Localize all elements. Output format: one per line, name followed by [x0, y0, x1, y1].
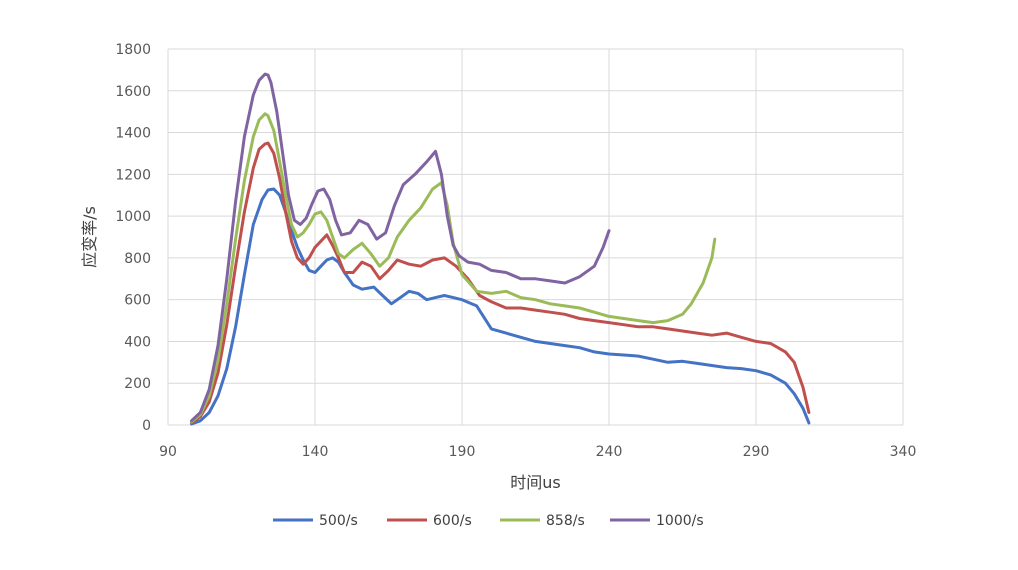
y-tick-label: 1800 [115, 42, 151, 58]
legend-label-3: 1000/s [656, 513, 704, 529]
y-tick-label: 200 [124, 376, 151, 392]
y-tick-label: 1200 [115, 167, 151, 183]
y-axis-title: 应变率/s [80, 206, 99, 268]
x-tick-label: 290 [743, 444, 770, 460]
y-tick-label: 1400 [115, 126, 151, 142]
y-tick-label: 1600 [115, 84, 151, 100]
series-line-3 [190, 72, 611, 423]
x-tick-label: 140 [302, 444, 329, 460]
y-tick-labels: 0 200 400 600 800 1000 1200 1400 1600 1800 [115, 42, 151, 434]
x-tick-label: 340 [890, 444, 917, 460]
x-tick-label: 90 [159, 444, 177, 460]
x-tick-labels: 90 140 190 240 290 340 [159, 444, 916, 460]
series-line-0 [190, 187, 811, 426]
legend-label-0: 500/s [319, 513, 358, 529]
series-line-1 [190, 141, 811, 425]
series-lines [190, 72, 811, 426]
y-tick-label: 400 [124, 334, 151, 350]
gridlines [167, 48, 904, 426]
x-tick-label: 190 [449, 444, 476, 460]
x-axis-title: 时间us [510, 473, 560, 492]
y-tick-label: 0 [142, 418, 151, 434]
legend-label-1: 600/s [433, 513, 472, 529]
legend: 500/s 600/s 858/s 1000/s [273, 513, 704, 529]
y-tick-label: 600 [124, 293, 151, 309]
y-tick-label: 1000 [115, 209, 151, 225]
legend-label-2: 858/s [546, 513, 585, 529]
series-line-2 [190, 112, 717, 424]
y-tick-label: 800 [124, 251, 151, 267]
x-tick-label: 240 [596, 444, 623, 460]
